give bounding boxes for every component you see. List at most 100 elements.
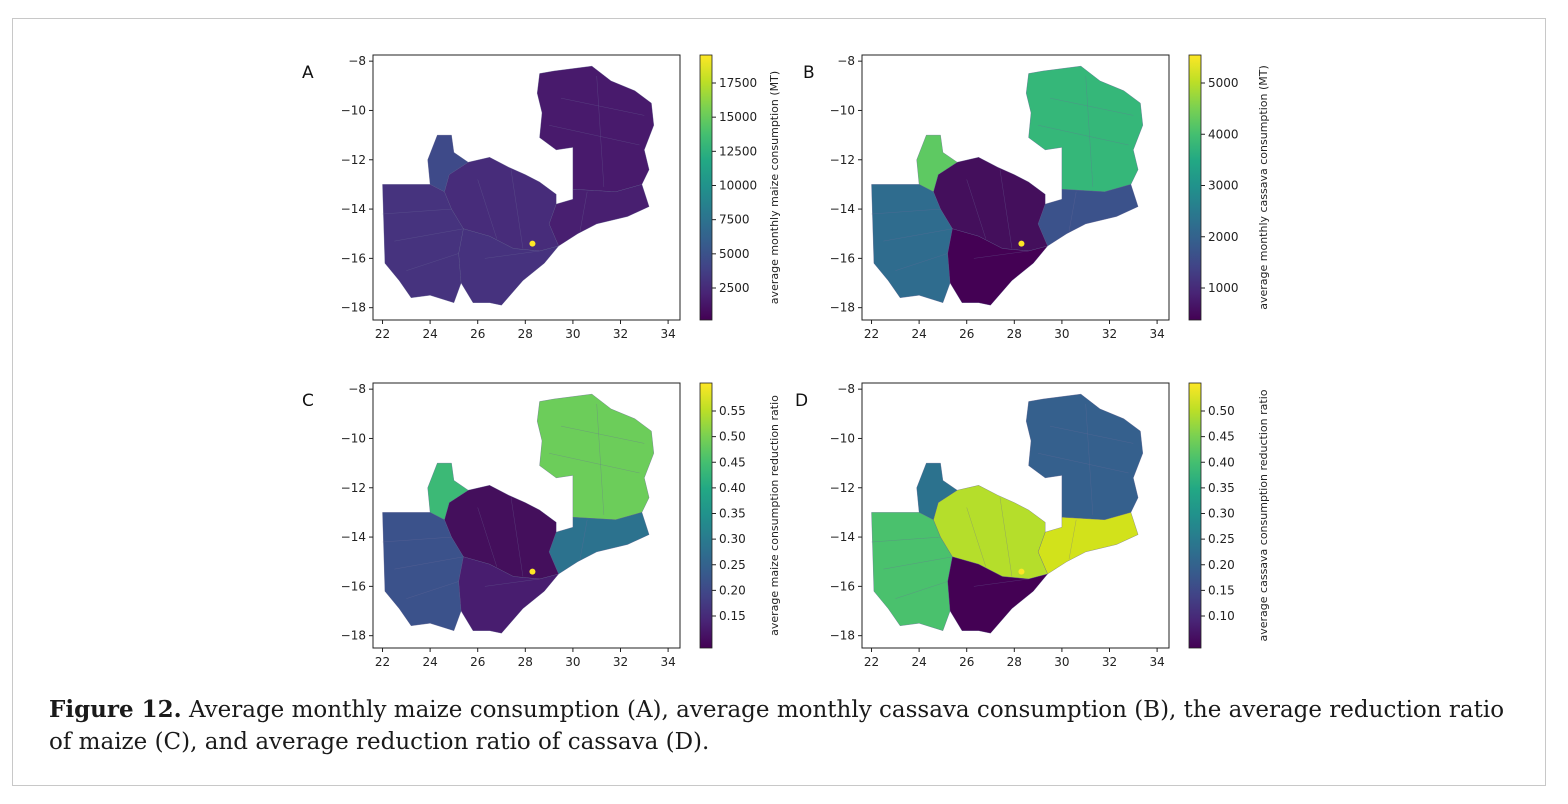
district-boundary [484, 578, 540, 587]
region-east [1037, 184, 1139, 247]
x-tick-label: 26 [470, 655, 485, 669]
district-boundary [1038, 125, 1129, 146]
district-boundary [999, 497, 1013, 577]
y-tick-label: −12 [341, 153, 366, 167]
district-boundary [406, 581, 459, 599]
colorbar-tick-label: 0.10 [1208, 609, 1235, 623]
x-tick-label: 30 [1054, 655, 1069, 669]
region-northwest [427, 134, 469, 193]
x-tick-label: 34 [1149, 327, 1164, 341]
colorbar-tick-label: 5000 [719, 247, 750, 261]
colorbar-tick-label: 5000 [1208, 76, 1239, 90]
y-tick-label: −10 [830, 103, 855, 117]
region-south [458, 228, 560, 306]
district-boundary [871, 536, 941, 543]
district-boundary [966, 507, 986, 567]
y-tick-label: −14 [830, 530, 855, 544]
x-tick-label: 22 [375, 655, 390, 669]
district-boundary [1085, 403, 1094, 515]
colorbar-tick-label: 17500 [719, 76, 757, 90]
colorbar-tick-label: 0.35 [1208, 481, 1235, 495]
district-boundary [394, 228, 464, 242]
y-tick-label: −8 [837, 54, 855, 68]
figure-caption-text: Average monthly maize consumption (A), a… [49, 697, 1505, 755]
y-tick-label: −8 [837, 382, 855, 396]
colorbar-tick-label: 0.50 [719, 430, 746, 444]
panel-letter: A [302, 63, 314, 83]
district-boundary [999, 169, 1013, 249]
district-boundary [382, 208, 452, 215]
panel-a: A 22 24 26 28 30 32 34 −8 −10 −12 −14 −16 −18 17500 150… [302, 54, 781, 341]
region-south [458, 556, 560, 634]
district-boundary [549, 453, 640, 474]
district-boundary [406, 253, 459, 271]
y-tick-label: −18 [830, 629, 855, 643]
panel-d: D 22 24 26 28 30 32 34 −8 −10 −12 −14 −16 −18 0.50 0.45… [795, 382, 1270, 669]
district-boundary [510, 497, 524, 577]
x-tick-label: 22 [375, 327, 390, 341]
district-boundary [973, 578, 1029, 587]
region-northwest [916, 462, 958, 521]
district-boundary [973, 250, 1029, 259]
x-tick-label: 30 [565, 327, 580, 341]
district-boundary [883, 228, 953, 242]
y-tick-label: −10 [830, 431, 855, 445]
region-north [1025, 65, 1144, 193]
district-boundary [579, 519, 588, 560]
colorbar-tick-label: 0.15 [719, 609, 746, 623]
x-tick-label: 32 [613, 655, 628, 669]
region-east [1037, 512, 1139, 575]
district-boundary [1049, 425, 1134, 444]
colorbar-tick-label: 0.35 [719, 507, 746, 521]
district-boundary [1049, 97, 1134, 116]
panel-b: B 22 24 26 28 30 32 34 −8 −10 −12 −14 −16 −18 5000 4000… [803, 54, 1270, 341]
colorbar-tick-label: 15000 [719, 110, 757, 124]
y-tick-label: −12 [830, 481, 855, 495]
y-tick-label: −14 [830, 202, 855, 216]
x-tick-label: 32 [1102, 327, 1117, 341]
panel-c: C 22 24 26 28 30 32 34 −8 −10 −12 −14 −16 −18 0.55 0.50… [302, 382, 781, 669]
district-boundary [1038, 453, 1129, 474]
x-tick-label: 28 [1007, 655, 1022, 669]
colorbar-tick-label: 0.25 [1208, 532, 1235, 546]
y-tick-label: −18 [341, 301, 366, 315]
district-boundary [895, 581, 948, 599]
y-tick-label: −16 [830, 579, 855, 593]
colorbar-tick-label: 0.30 [719, 532, 746, 546]
x-tick-label: 30 [565, 655, 580, 669]
x-tick-label: 22 [864, 655, 879, 669]
colorbar [1188, 54, 1202, 321]
x-tick-label: 28 [518, 655, 533, 669]
panel-letter: D [795, 391, 808, 411]
figure-frame [12, 18, 1546, 786]
y-tick-label: −8 [348, 382, 366, 396]
y-tick-label: −8 [348, 54, 366, 68]
x-tick-label: 24 [911, 327, 926, 341]
x-tick-label: 28 [1007, 327, 1022, 341]
x-tick-label: 34 [1149, 655, 1164, 669]
region-northwest [427, 462, 469, 521]
district-boundary [549, 125, 640, 146]
region-northwest [916, 134, 958, 193]
colorbar-label: average monthly maize consumption (MT) [768, 71, 781, 304]
colorbar-tick-label: 0.45 [719, 455, 746, 469]
region-east [548, 512, 650, 575]
x-tick-label: 24 [422, 655, 437, 669]
y-tick-label: −14 [341, 530, 366, 544]
colorbar-tick-label: 0.25 [719, 558, 746, 572]
x-tick-label: 34 [660, 327, 675, 341]
colorbar-tick-label: 1000 [1208, 281, 1239, 295]
colorbar-tick-label: 10000 [719, 179, 757, 193]
colorbar [1188, 382, 1202, 649]
district-boundary [579, 191, 588, 232]
colorbar-tick-label: 0.55 [719, 404, 746, 418]
colorbar-tick-label: 0.30 [1208, 507, 1235, 521]
district-boundary [382, 536, 452, 543]
colorbar-tick-label: 2500 [719, 281, 750, 295]
y-tick-label: −12 [830, 153, 855, 167]
district-boundary [394, 556, 464, 570]
colorbar-tick-label: 0.20 [1208, 558, 1235, 572]
y-tick-label: −16 [341, 251, 366, 265]
district-boundary [477, 179, 497, 239]
colorbar-tick-label: 0.15 [1208, 583, 1235, 597]
